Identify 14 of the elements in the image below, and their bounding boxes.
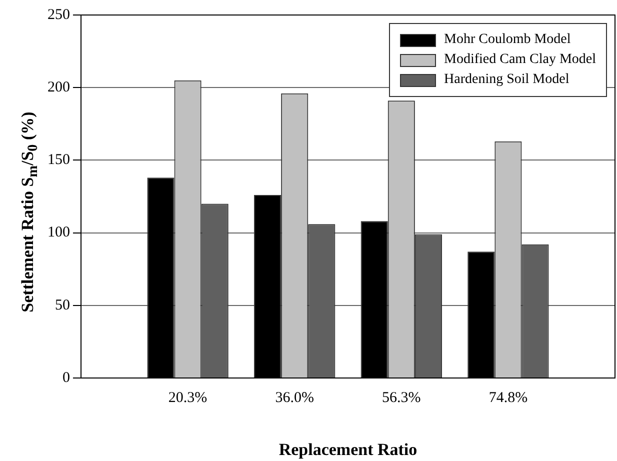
x-tick-label: 36.0% bbox=[275, 390, 314, 406]
y-tick-label: 250 bbox=[48, 6, 70, 23]
y-tick-label: 200 bbox=[48, 80, 70, 96]
legend-label: Hardening Soil Model bbox=[444, 72, 570, 88]
x-axis-title: Replacement Ratio bbox=[278, 440, 418, 460]
x-tick-label: 56.3% bbox=[382, 390, 421, 406]
y-tick-label: 50 bbox=[55, 297, 70, 314]
legend-label: Modified Cam Clay Model bbox=[444, 52, 596, 68]
x-tick-label: 74.8% bbox=[488, 390, 528, 406]
x-tick-label: 20.3% bbox=[168, 390, 208, 406]
legend-label: Mohr Coulomb Model bbox=[444, 32, 571, 48]
y-tick-label: 0 bbox=[62, 370, 70, 386]
y-tick-label: 100 bbox=[48, 224, 70, 241]
y-tick-label: 150 bbox=[48, 152, 70, 168]
